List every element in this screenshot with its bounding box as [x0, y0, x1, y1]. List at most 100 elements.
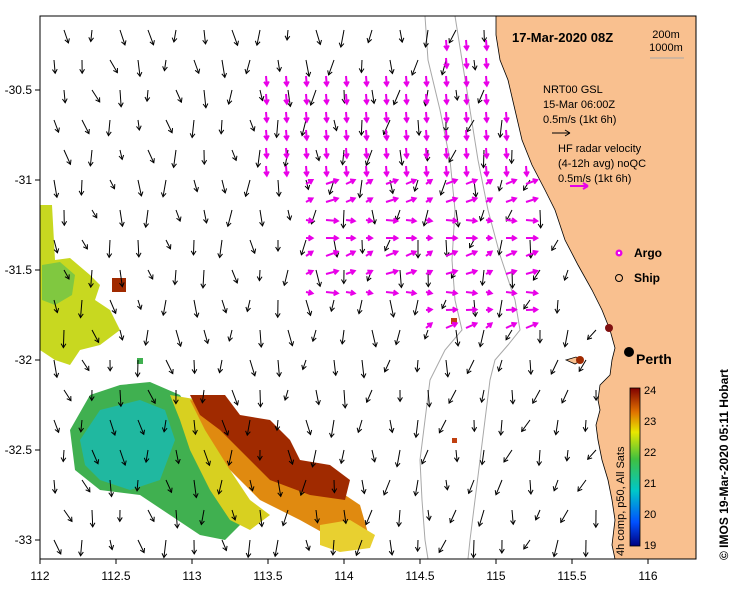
model-current-arrow: [394, 449, 401, 468]
radar-current-arrow: [325, 249, 340, 257]
model-current-arrow: [396, 509, 402, 528]
radar-current-arrow: [303, 75, 310, 88]
model-current-arrow: [521, 419, 531, 433]
radar-current-arrow: [425, 306, 434, 314]
model-current-arrow: [389, 299, 396, 318]
model-current-arrow: [310, 449, 317, 468]
radar-current-arrow: [405, 268, 418, 276]
model-current-arrow: [394, 209, 401, 222]
model-current-arrow: [577, 479, 587, 492]
radar-current-arrow: [403, 93, 410, 106]
model-current-arrow: [53, 419, 60, 434]
radar-current-arrow: [525, 268, 539, 276]
radar-current-arrow: [483, 129, 490, 142]
model-legend-line-2: 15-Mar 06:00Z: [543, 99, 615, 111]
model-current-arrow: [226, 449, 233, 467]
model-current-arrow: [53, 179, 60, 199]
x-tick-marks: [39, 559, 649, 564]
radar-current-arrow: [325, 217, 340, 224]
x-tick-label: 114.5: [405, 569, 434, 583]
radar-current-arrow: [405, 250, 418, 257]
radar-current-arrow: [503, 129, 510, 142]
radar-current-arrow: [463, 165, 470, 178]
sst-colorbar: [629, 387, 641, 547]
model-current-arrow: [466, 359, 475, 375]
radar-current-arrow: [465, 306, 479, 313]
model-current-arrow: [203, 449, 211, 467]
model-current-arrow: [221, 179, 228, 194]
model-current-arrow: [315, 269, 322, 288]
model-current-arrow: [231, 269, 239, 284]
model-current-arrow: [162, 59, 168, 72]
model-current-arrow: [366, 29, 373, 44]
model-current-arrow: [360, 359, 367, 379]
model-current-arrow: [147, 149, 155, 164]
radar-current-arrow: [445, 196, 459, 203]
model-legend-line-1: NRT00 GSL: [543, 84, 603, 96]
model-current-arrow: [172, 269, 178, 286]
radar-current-arrow: [325, 196, 340, 203]
argo-legend-label: Argo: [634, 246, 662, 260]
radar-current-arrow: [343, 165, 350, 178]
radar-current-arrow: [323, 111, 330, 124]
model-current-arrow: [426, 389, 432, 408]
radar-current-arrow: [325, 234, 340, 242]
model-current-arrow: [561, 389, 569, 404]
model-current-arrow: [91, 209, 98, 219]
model-current-arrow: [81, 479, 91, 493]
model-current-arrow: [165, 119, 174, 134]
model-current-arrow: [523, 299, 531, 310]
model-current-arrow: [119, 29, 127, 46]
model-current-arrow: [438, 419, 447, 434]
model-current-arrow: [498, 419, 504, 437]
model-current-arrow: [53, 299, 60, 314]
radar-current-arrow: [423, 147, 430, 160]
model-current-arrow: [254, 29, 261, 47]
coastline-land: [495, 15, 697, 560]
radar-current-arrows: [263, 39, 540, 329]
radar-current-arrow: [343, 129, 350, 142]
model-current-arrow: [147, 389, 156, 405]
model-current-arrow: [216, 479, 223, 495]
model-current-arrow: [143, 329, 149, 347]
model-current-arrow: [193, 179, 199, 193]
model-current-arrow: [175, 449, 181, 465]
model-current-arrow: [81, 359, 90, 372]
model-current-arrow: [455, 209, 461, 228]
sst-pixel-c: [452, 438, 457, 443]
radar-current-arrow: [485, 234, 494, 242]
model-current-arrow: [449, 509, 457, 524]
model-current-arrow: [563, 269, 569, 282]
model-current-arrow: [256, 269, 263, 282]
radar-current-arrow: [283, 111, 290, 124]
model-current-arrow: [354, 539, 363, 557]
model-current-arrow: [109, 59, 118, 74]
model-current-arrow: [217, 239, 223, 259]
x-tick-label: 112.5: [101, 569, 130, 583]
model-current-arrow: [78, 299, 84, 319]
radar-current-arrow: [263, 165, 270, 178]
radar-current-arrow: [463, 39, 470, 52]
model-current-arrow: [202, 89, 209, 109]
colorbar-tick-label: 20: [644, 509, 656, 521]
model-current-arrow: [203, 209, 209, 224]
model-current-arrow: [537, 329, 543, 344]
model-current-arrow: [494, 479, 503, 496]
model-current-arrow: [231, 29, 239, 47]
radar-current-arrow: [425, 250, 434, 257]
model-current-arrow: [165, 239, 172, 250]
model-current-arrow: [329, 419, 335, 439]
model-current-arrow: [144, 89, 151, 103]
x-tick-label: 113: [182, 569, 201, 583]
model-current-arrow: [383, 359, 391, 373]
model-current-arrow: [61, 209, 68, 227]
model-current-arrow: [108, 479, 114, 498]
model-current-arrow: [365, 389, 373, 404]
model-current-arrow: [119, 449, 127, 467]
model-current-arrow: [479, 389, 486, 404]
radar-current-arrow: [283, 147, 290, 160]
radar-legend-line-2: (4-12h avg) noQC: [558, 158, 646, 170]
radar-current-arrow: [305, 178, 315, 185]
radar-current-arrow: [263, 147, 270, 160]
model-current-arrow: [171, 29, 178, 43]
